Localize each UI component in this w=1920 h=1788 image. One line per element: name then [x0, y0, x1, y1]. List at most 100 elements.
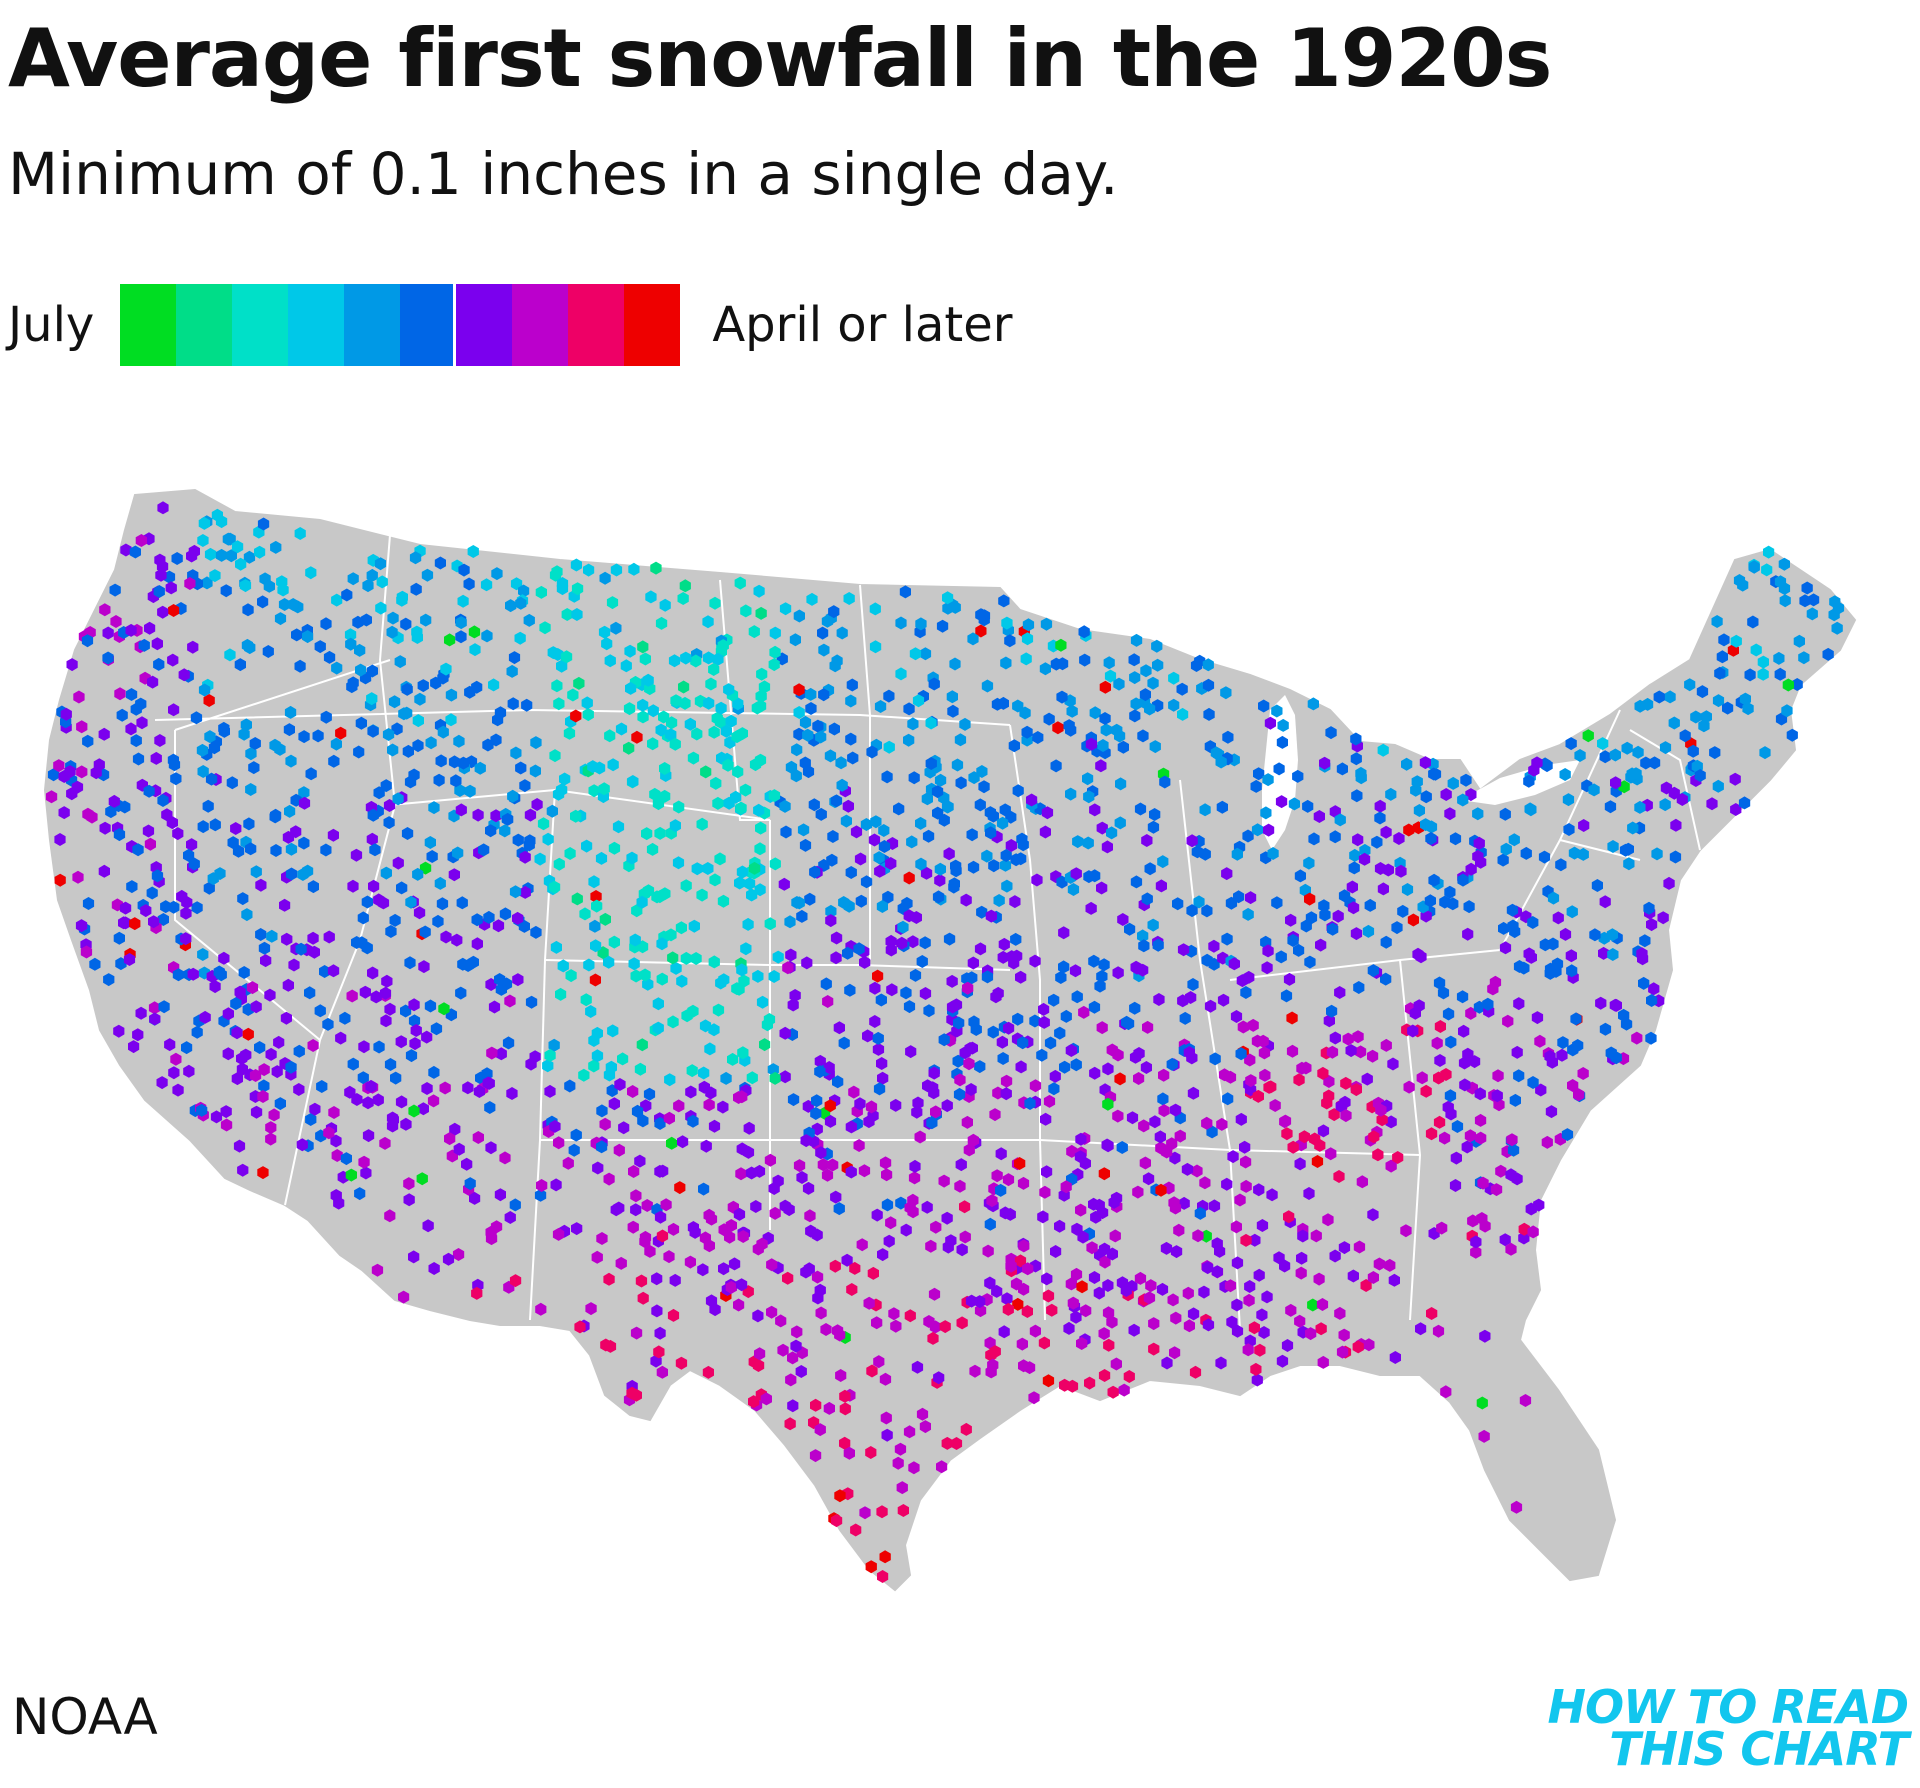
station-marker [1209, 1052, 1221, 1066]
station-marker [231, 1072, 243, 1086]
station-marker [1170, 1311, 1182, 1325]
station-marker [1021, 632, 1034, 646]
station-marker [601, 637, 613, 651]
station-marker [893, 802, 905, 816]
station-marker [1294, 1314, 1306, 1328]
station-marker [677, 592, 689, 605]
station-marker [636, 895, 648, 909]
station-marker [180, 906, 192, 920]
station-marker [1319, 756, 1331, 770]
station-marker [953, 1016, 965, 1030]
station-marker [803, 1262, 815, 1276]
legend-swatch [120, 284, 177, 366]
station-marker [347, 1057, 359, 1071]
station-marker [445, 688, 458, 702]
station-marker [829, 659, 841, 673]
station-marker [1275, 950, 1287, 964]
station-marker [1080, 1304, 1092, 1318]
station-marker [232, 844, 245, 858]
station-marker [1230, 1220, 1242, 1234]
station-marker [815, 1306, 827, 1320]
station-marker [454, 784, 466, 797]
station-marker [234, 658, 246, 672]
station-marker [1036, 1048, 1048, 1062]
station-marker [974, 1304, 987, 1318]
station-marker [1511, 1045, 1523, 1059]
station-marker [416, 1172, 428, 1186]
station-marker [920, 866, 933, 880]
station-marker [196, 1103, 208, 1117]
station-marker [1518, 1231, 1530, 1245]
station-marker [383, 816, 395, 830]
station-marker [265, 1047, 277, 1061]
source-label: NOAA [12, 1688, 158, 1746]
station-marker [1022, 618, 1035, 632]
station-marker [552, 1227, 565, 1241]
station-marker [1024, 1361, 1036, 1375]
station-marker [585, 1005, 597, 1018]
station-marker [1099, 1255, 1111, 1269]
station-marker [903, 1425, 916, 1439]
station-marker [254, 1041, 266, 1054]
station-marker [735, 1167, 747, 1181]
station-marker [362, 579, 374, 593]
station-marker [570, 809, 582, 823]
station-marker [149, 1012, 161, 1026]
station-marker [1733, 574, 1746, 587]
station-marker [1018, 1282, 1030, 1296]
station-marker [398, 1290, 410, 1304]
station-marker [508, 651, 521, 665]
station-marker [1748, 560, 1760, 574]
station-marker [1004, 1207, 1016, 1221]
station-marker [873, 851, 885, 865]
station-marker [642, 673, 654, 687]
station-marker [946, 974, 958, 988]
station-marker [287, 598, 299, 611]
station-marker [1380, 825, 1392, 839]
station-marker [1527, 1225, 1539, 1239]
station-marker [876, 1505, 888, 1519]
station-marker [284, 804, 296, 818]
station-marker [1420, 790, 1432, 804]
station-marker [371, 1263, 384, 1277]
station-marker [680, 951, 692, 965]
station-marker [1043, 712, 1055, 726]
station-marker [639, 652, 651, 666]
station-marker [417, 679, 429, 693]
station-marker [1075, 1203, 1087, 1217]
station-marker [915, 857, 927, 871]
station-marker [550, 940, 562, 954]
station-marker [934, 862, 946, 876]
station-marker [939, 1320, 951, 1334]
station-marker [1397, 904, 1409, 918]
station-marker [708, 1119, 721, 1133]
station-marker [1084, 1376, 1096, 1390]
station-marker [919, 936, 931, 950]
station-marker [403, 1193, 415, 1207]
station-marker [1507, 919, 1519, 933]
station-marker [883, 740, 895, 754]
station-marker [1088, 1000, 1101, 1014]
station-marker [865, 1446, 877, 1459]
station-marker [696, 888, 708, 902]
station-marker [316, 1080, 328, 1093]
station-marker [1445, 1035, 1457, 1049]
station-marker [233, 1139, 246, 1153]
station-marker [667, 951, 679, 965]
station-marker [565, 969, 577, 983]
station-marker [1465, 1006, 1477, 1020]
station-marker [351, 1093, 363, 1106]
station-marker [1463, 900, 1475, 914]
station-marker [298, 786, 310, 800]
station-marker [1144, 862, 1156, 876]
station-marker [1664, 690, 1676, 704]
station-marker [257, 1166, 269, 1180]
station-marker [981, 970, 994, 984]
station-marker [960, 1422, 972, 1436]
station-marker [45, 790, 58, 804]
station-marker [488, 1000, 501, 1014]
station-marker [668, 654, 681, 668]
station-marker [519, 850, 531, 864]
station-marker [1763, 545, 1775, 559]
station-marker [81, 634, 94, 648]
